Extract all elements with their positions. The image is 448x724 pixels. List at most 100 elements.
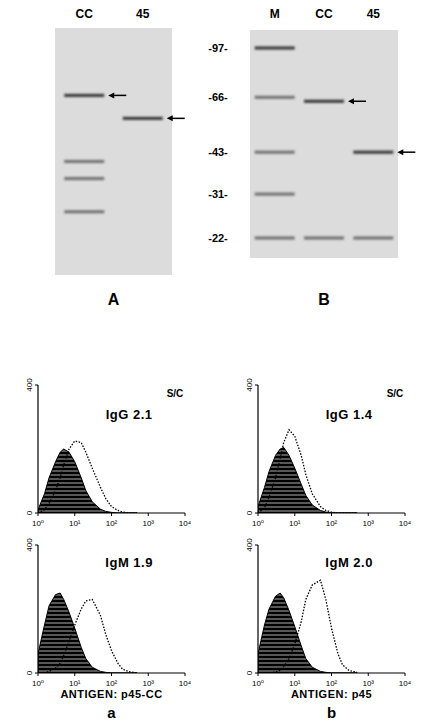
x-tick-label: 10² [326,679,338,688]
x-tick-label: 10⁴ [399,519,412,528]
sample-histogram [38,441,137,513]
panel-letter: a [107,704,116,721]
y-tick-label: 0 [25,670,34,675]
x-tick [405,673,406,676]
x-tick-label: 10⁰ [32,519,44,528]
subtitle: S/C [167,388,184,399]
y-axis [37,385,38,513]
panel-letter: B [318,291,330,308]
x-tick-label: 10¹ [289,519,301,528]
x-tick-label: 10⁴ [179,679,192,688]
panel-letter: b [327,704,336,721]
lane-label: M [270,7,280,21]
plot-area [38,441,137,513]
band [64,177,104,180]
plot-area [258,430,357,513]
lane-label: CC [76,7,94,21]
panel-letter: A [108,291,120,308]
x-tick-label: 10³ [362,519,374,528]
y-tick [255,513,258,514]
sample-histogram [258,580,357,673]
y-tick [35,545,38,546]
chart-title: IgG 1.4 [326,407,373,422]
arrow [348,98,366,104]
x-tick [368,673,369,676]
y-tick [35,673,38,674]
x-tick-label: 10⁰ [252,679,264,688]
histogram-panel [255,385,405,516]
band [255,96,295,99]
y-tick [255,385,258,386]
histogram-panel [35,385,185,516]
y-axis [257,545,258,673]
y-axis [257,385,258,513]
x-tick-label: 10² [106,679,118,688]
band [255,192,295,195]
x-tick-label: 10¹ [69,519,81,528]
band [255,236,295,239]
sample-histogram [258,430,357,513]
y-tick-label: 0 [245,510,254,515]
y-tick-label: 400 [25,378,34,392]
x-tick-label: 10³ [142,519,154,528]
chart-title: IgM 1.9 [105,555,153,570]
gel [250,30,398,258]
band [304,100,344,103]
x-tick [74,513,75,516]
chart-title: IgM 2.0 [325,555,373,570]
control-histogram [38,449,137,513]
arrow [167,115,185,121]
chart-title: IgG 2.1 [106,407,153,422]
lane-label: CC [315,7,333,21]
control-histogram [258,593,357,673]
x-tick-label: 10⁰ [32,679,44,688]
marker-label: -43- [208,146,228,158]
y-tick [35,385,38,386]
y-tick-label: 400 [245,538,254,552]
x-tick [331,513,332,516]
x-tick [294,673,295,676]
band [123,117,163,120]
lane-label: 45 [136,7,150,21]
plot-area [258,580,357,673]
y-axis [37,545,38,673]
x-tick [331,673,332,676]
band [64,210,104,213]
arrow [397,149,415,155]
x-tick-label: 10³ [362,679,374,688]
x-tick [185,673,186,676]
y-tick [255,545,258,546]
x-axis-title: ANTIGEN: p45-CC [60,688,162,700]
control-histogram [38,593,137,673]
y-tick-label: 0 [25,510,34,515]
figure: CC45AMCC45B-97--66--43--31--22-10⁰10¹10²… [0,0,448,724]
x-tick [111,513,112,516]
x-tick-label: 10² [106,519,118,528]
lane-label: 45 [367,7,381,21]
band [304,236,344,239]
arrow [108,92,126,98]
band [255,46,295,49]
y-tick-label: 0 [245,670,254,675]
marker-label: -97- [208,42,228,54]
histogram-panel [35,545,185,676]
gel [55,28,172,275]
plot-area [38,593,137,673]
y-tick [35,513,38,514]
x-tick [74,673,75,676]
x-tick-label: 10³ [142,679,154,688]
x-tick [405,513,406,516]
y-tick-label: 400 [245,378,254,392]
gel-background [55,28,172,275]
band [255,151,295,154]
band [353,151,393,154]
x-tick-label: 10⁴ [179,519,192,528]
marker-label: -66- [208,91,228,103]
x-tick-label: 10¹ [69,679,81,688]
x-tick [148,513,149,516]
x-tick [294,513,295,516]
sample-histogram [38,599,137,673]
x-tick [185,513,186,516]
gel-background [250,30,398,258]
x-tick [148,673,149,676]
